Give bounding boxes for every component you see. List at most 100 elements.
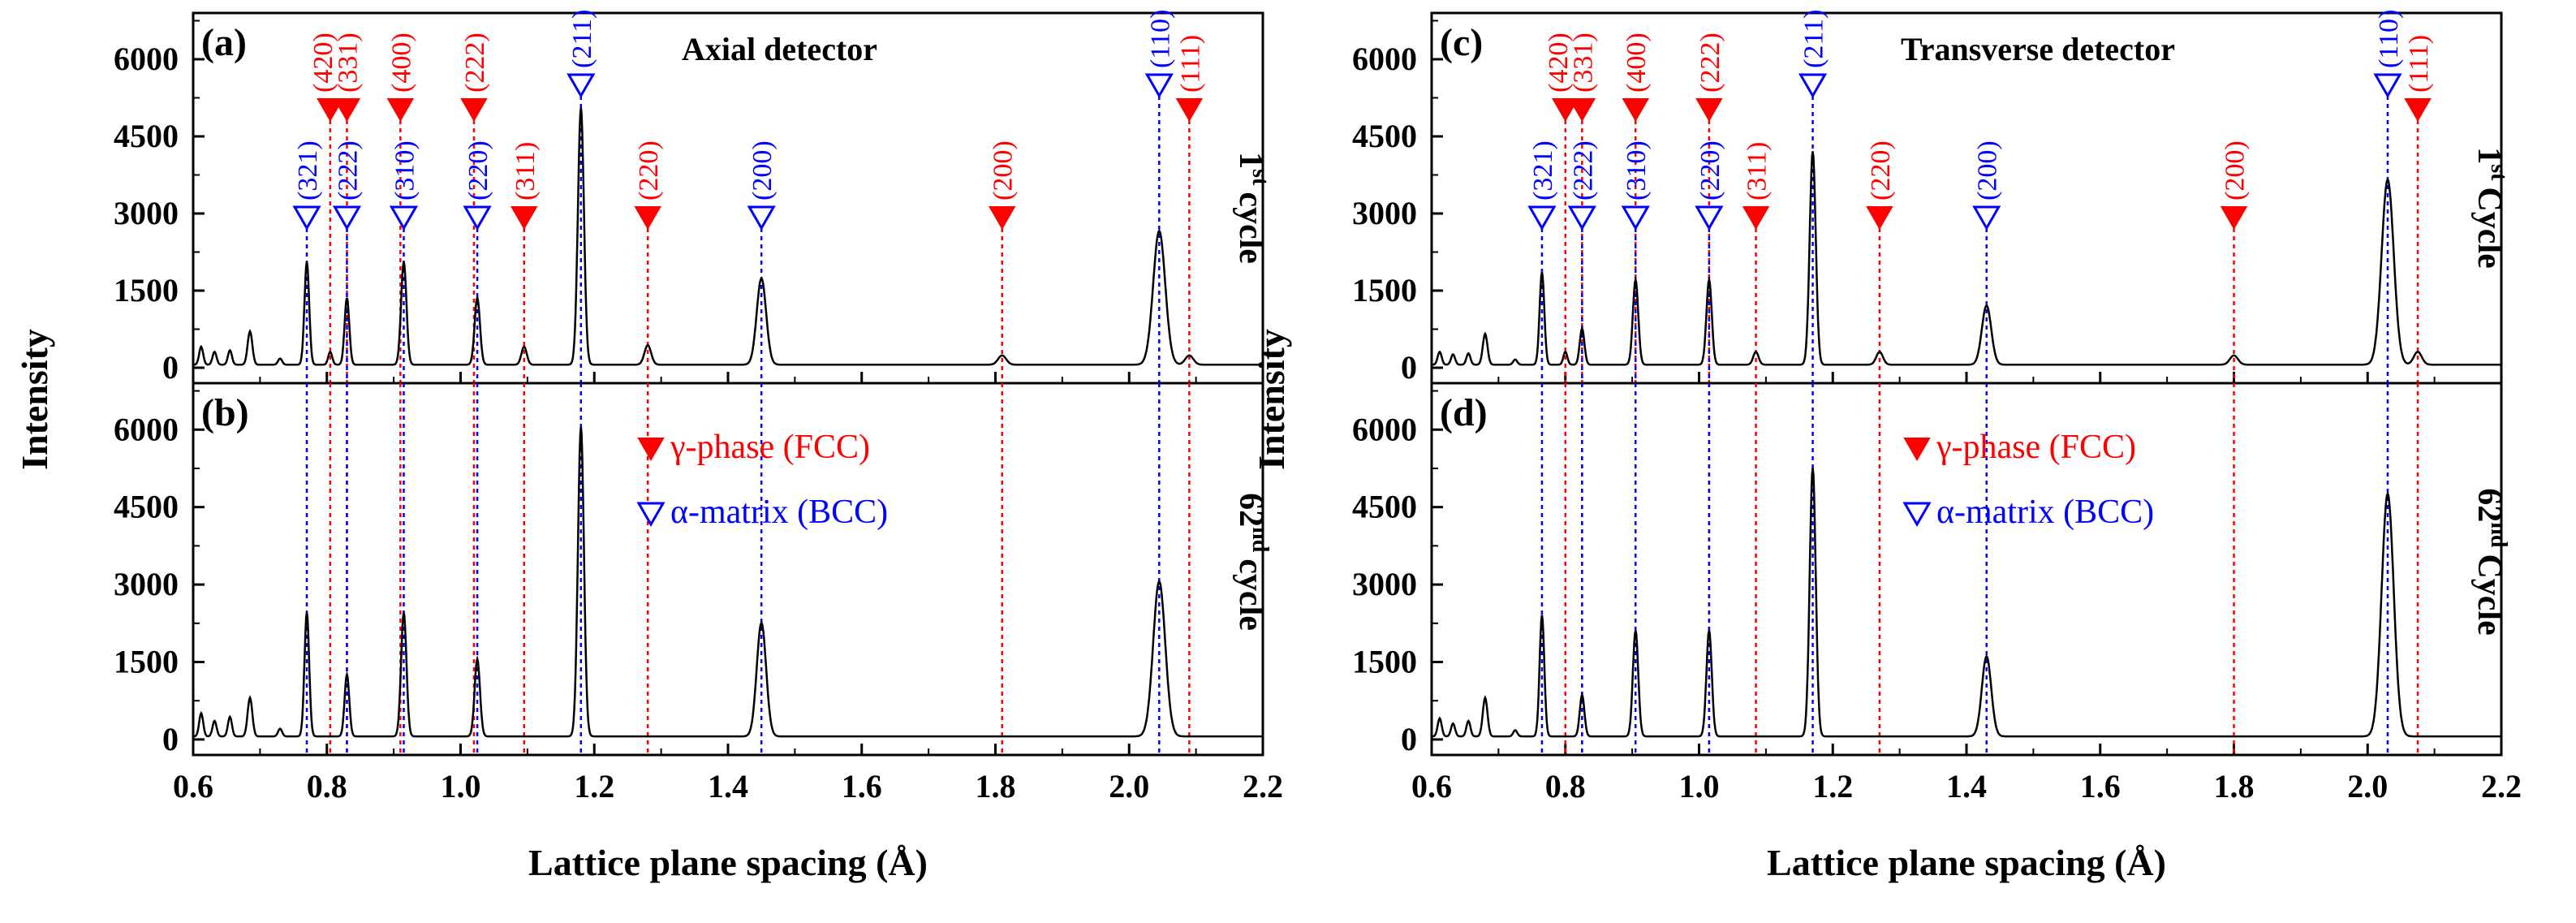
subplot-c: 0 1500 3000 4500 6000 (c) 1st Cycle bbox=[1352, 11, 2511, 386]
fcc-peak-marker bbox=[1866, 206, 1893, 231]
legend-bcc-label: α-matrix (BCC) bbox=[670, 494, 888, 531]
y-tick-label: 1500 bbox=[1352, 272, 1417, 308]
fcc-hkl-label: (400) bbox=[386, 32, 416, 93]
fcc-hkl-label: (420) bbox=[1544, 32, 1574, 93]
fcc-peak-marker bbox=[317, 98, 344, 123]
y-tick-label: 3000 bbox=[1352, 195, 1417, 231]
fcc-hkl-label: (220) bbox=[634, 140, 664, 201]
y-tick-label: 3000 bbox=[1352, 566, 1417, 602]
diffraction-curve bbox=[193, 107, 1263, 366]
fcc-hkl-label: (222) bbox=[1695, 32, 1725, 93]
bcc-hkl-label: (220) bbox=[1695, 140, 1725, 201]
fcc-peak-marker bbox=[1695, 98, 1723, 123]
y-tick-label: 1500 bbox=[114, 644, 179, 680]
y-tick-label: 4500 bbox=[1352, 118, 1417, 154]
fcc-hkl-label: (222) bbox=[460, 32, 490, 93]
legend-bcc-label: α-matrix (BCC) bbox=[1936, 494, 2154, 531]
y-axis-title: Intensity bbox=[1251, 329, 1292, 470]
cycle-superscript: nd bbox=[1247, 527, 1273, 553]
detector-label: Transverse detector bbox=[1901, 31, 2175, 67]
cycle-word: cycle bbox=[1232, 559, 1269, 631]
fcc-peak-marker bbox=[2404, 98, 2432, 123]
y-tick-label: 0 bbox=[162, 721, 179, 757]
y-tick-label: 0 bbox=[162, 349, 179, 386]
x-tick-label: 2.0 bbox=[2347, 768, 2388, 804]
y-tick-label: 0 bbox=[1401, 721, 1417, 757]
y-tick-label: 1500 bbox=[1352, 644, 1417, 680]
bcc-hkl-label: (211) bbox=[1799, 10, 1829, 68]
cycle-word: cycle bbox=[1232, 192, 1269, 264]
x-tick-label: 1.0 bbox=[1679, 768, 1720, 804]
x-tick-label: 1.2 bbox=[574, 768, 614, 804]
y-tick-label: 0 bbox=[1401, 349, 1417, 386]
x-tick-label: 1.6 bbox=[842, 768, 882, 804]
fcc-peak-marker bbox=[989, 206, 1016, 231]
cycle-number: 1 bbox=[2470, 147, 2508, 164]
x-tick-label: 1.2 bbox=[1812, 768, 1853, 804]
bcc-hkl-label: (222) bbox=[333, 140, 363, 201]
fcc-peak-marker bbox=[386, 98, 415, 123]
x-tick-label: 0.8 bbox=[1545, 768, 1586, 804]
subplot-d: 0 1500 3000 4500 6000 (d) 62nd Cycle bbox=[1352, 382, 2511, 757]
x-tick-label: 1.8 bbox=[976, 768, 1016, 804]
bcc-peak-marker bbox=[389, 205, 419, 231]
x-tick-label: 0.6 bbox=[1411, 768, 1452, 804]
bcc-peak-marker bbox=[1144, 73, 1174, 99]
fcc-hkl-label: (111) bbox=[1175, 35, 1205, 93]
fcc-hkl-label: (331) bbox=[333, 32, 363, 93]
cycle-number: 62 bbox=[1232, 493, 1269, 527]
cycle-label: 62nd Cycle bbox=[2470, 488, 2511, 635]
fcc-hkl-label: (200) bbox=[2221, 140, 2251, 201]
fcc-hkl-label: (311) bbox=[1742, 142, 1773, 201]
bcc-hkl-label: (321) bbox=[1528, 140, 1558, 201]
fcc-peak-marker bbox=[1175, 98, 1204, 123]
bcc-hkl-label: (220) bbox=[463, 140, 493, 201]
bcc-peak-marker bbox=[1567, 205, 1596, 231]
legend-fcc-marker bbox=[637, 438, 665, 462]
x-tick-label: 1.4 bbox=[1946, 768, 1987, 804]
fcc-peak-marker bbox=[1622, 98, 1649, 123]
cycle-label: 1st cycle bbox=[1232, 152, 1273, 264]
bcc-peak-marker bbox=[2373, 73, 2402, 99]
detector-label: Axial detector bbox=[682, 31, 877, 67]
cycle-label: 62nd cycle bbox=[1232, 493, 1273, 631]
cycle-number: 1 bbox=[1232, 152, 1269, 169]
y-tick-label: 1500 bbox=[114, 272, 179, 308]
x-axis-title: Lattice plane spacing (Å) bbox=[1767, 842, 2166, 883]
y-tick-label: 3000 bbox=[114, 195, 179, 231]
bcc-hkl-label: (310) bbox=[390, 140, 420, 201]
bcc-peak-marker bbox=[747, 205, 776, 231]
legend-fcc-label: γ-phase (FCC) bbox=[670, 429, 870, 466]
axial-detector-figure: 0 1500 3000 4500 6000 (a) 1st cycle 0 1500 3000 450… bbox=[14, 10, 1283, 883]
fcc-peak-marker bbox=[634, 206, 661, 231]
bcc-peak-marker bbox=[566, 73, 596, 99]
bcc-peak-marker bbox=[1972, 205, 2001, 231]
x-tick-label: 2.0 bbox=[1109, 768, 1149, 804]
x-tick-label: 2.2 bbox=[2481, 768, 2522, 804]
x-tick-label: 1.8 bbox=[2214, 768, 2255, 804]
bcc-peak-marker bbox=[292, 205, 321, 231]
fcc-peak-marker bbox=[510, 206, 538, 231]
fcc-hkl-label: (311) bbox=[510, 142, 541, 201]
x-tick-label: 0.8 bbox=[307, 768, 347, 804]
x-tick-label: 1.0 bbox=[441, 768, 481, 804]
subplot-a: 0 1500 3000 4500 6000 (a) 1st cycle bbox=[114, 11, 1273, 386]
y-tick-label: 6000 bbox=[114, 41, 179, 77]
fcc-peak-marker bbox=[1552, 98, 1579, 123]
fcc-peak-marker bbox=[333, 98, 361, 123]
y-tick-label: 4500 bbox=[114, 489, 179, 525]
transverse-detector-figure: 0 1500 3000 4500 6000 (c) 1st Cycle 0 1500 3000 450… bbox=[1251, 10, 2522, 883]
y-axis-title: Intensity bbox=[14, 329, 55, 470]
fcc-hkl-label: (220) bbox=[1866, 140, 1896, 201]
cycle-label: 1st Cycle bbox=[2470, 147, 2511, 269]
fcc-hkl-label: (200) bbox=[989, 140, 1019, 201]
y-tick-label: 6000 bbox=[114, 411, 179, 447]
cycle-superscript: st bbox=[2486, 164, 2511, 181]
panel-label: (c) bbox=[1440, 21, 1483, 64]
fcc-hkl-label: (111) bbox=[2404, 35, 2434, 93]
fcc-hkl-label: (331) bbox=[1568, 32, 1598, 93]
fcc-hkl-label: (400) bbox=[1622, 32, 1652, 93]
fcc-peak-marker bbox=[460, 98, 488, 123]
subplot-b: 0 1500 3000 4500 6000 (b) 62nd cycle bbox=[114, 382, 1273, 757]
bcc-hkl-label: (200) bbox=[747, 140, 778, 201]
